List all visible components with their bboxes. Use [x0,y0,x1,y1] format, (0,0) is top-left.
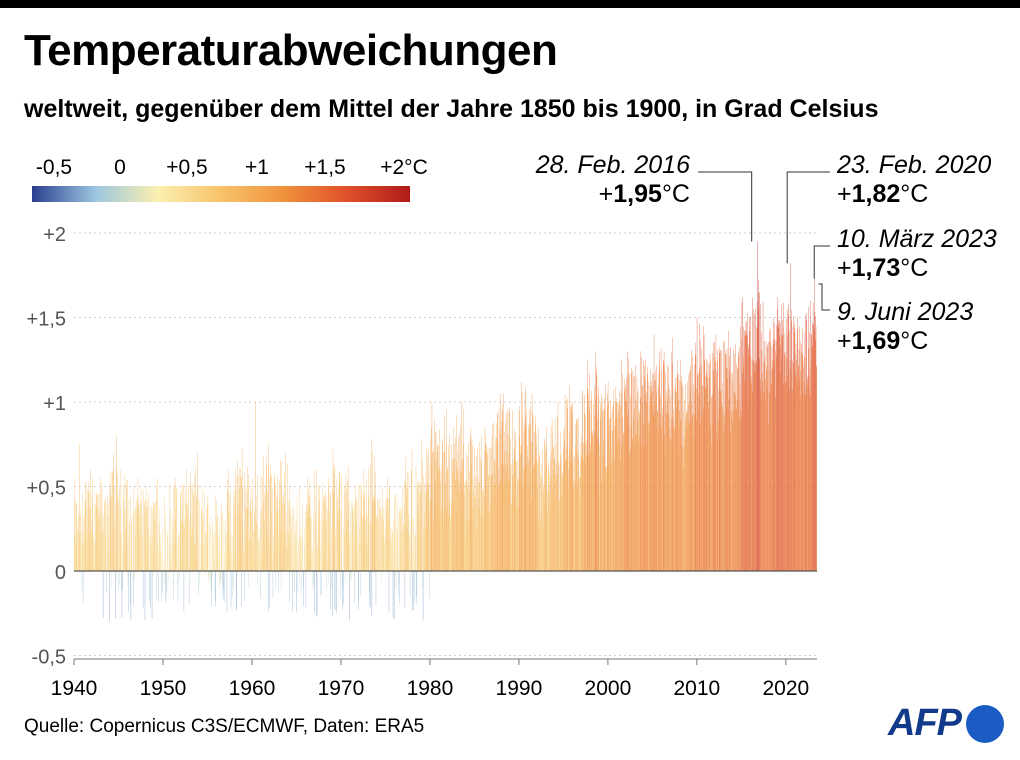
legend-gradient-bar [32,186,410,202]
page-subtitle: weltweit, gegenüber dem Mittel der Jahre… [24,95,879,123]
x-tick-label: 1950 [140,677,187,700]
y-tick-label: +2 [43,224,66,246]
x-tick-label: 1970 [318,677,365,700]
annotation-2023-march-date: 10. März 2023 [837,225,997,253]
annotation-2023-june-value: +1,69°C [837,327,929,355]
x-tick-label: 1990 [496,677,543,700]
annotation-2020-value: +1,82°C [837,180,929,208]
legend-label-0: 0 [114,156,126,179]
annotation-2016-value: +1,95°C [598,180,690,208]
x-tick-label: 1960 [229,677,276,700]
legend-label-1: +1 [245,156,269,179]
annotation-leaders [698,171,830,311]
x-tick-label: 2010 [674,677,721,700]
y-tick-label: +1,5 [27,309,66,331]
annotation-2023-june-date: 9. Juni 2023 [837,298,974,326]
afp-logo: AFP [888,702,1008,746]
annotation-2020-date: 23. Feb. 2020 [837,151,992,179]
annotation-2023-march: 10. März 2023 +1,73°C [837,225,997,283]
x-tick-label: 1980 [407,677,454,700]
annotation-leader [813,245,830,279]
annotation-leader [818,283,830,311]
y-tick-label: +0,5 [27,478,66,500]
x-tick-label: 1940 [51,677,98,700]
top-rule [0,0,1020,8]
bars-group [74,241,817,622]
annotation-leader [786,171,830,264]
legend-label-neg05: -0,5 [35,156,73,179]
y-tick-label: 0 [55,562,66,584]
y-tick-label: -0,5 [32,647,66,669]
afp-logo-text: AFP [888,702,962,744]
x-tick-label: 2000 [585,677,632,700]
y-tick-label: +1 [43,393,66,415]
page-title: Temperaturabweichungen [24,26,558,75]
afp-logo-dot [966,705,1004,743]
legend-label-2: +2°C [380,156,428,179]
annotation-2016-date: 28. Feb. 2016 [535,151,690,179]
annotation-leader [698,171,753,242]
x-tick-label: 2020 [762,677,809,700]
legend-label-05: +0,5 [166,156,208,179]
annotation-2016: 28. Feb. 2016 +1,95°C [536,151,690,209]
annotation-2020: 23. Feb. 2020 +1,82°C [837,151,991,209]
source-note: Quelle: Copernicus C3S/ECMWF, Daten: ERA… [24,716,425,737]
axes-group: -0,5 0 +0,5 +1 +1,5 +2 1940 1950 1960 1970 1980 199… [27,224,817,700]
legend-label-15: +1,5 [304,156,346,179]
annotation-2023-june: 9. Juni 2023 +1,69°C [837,298,973,356]
annotation-2023-march-value: +1,73°C [837,254,929,282]
